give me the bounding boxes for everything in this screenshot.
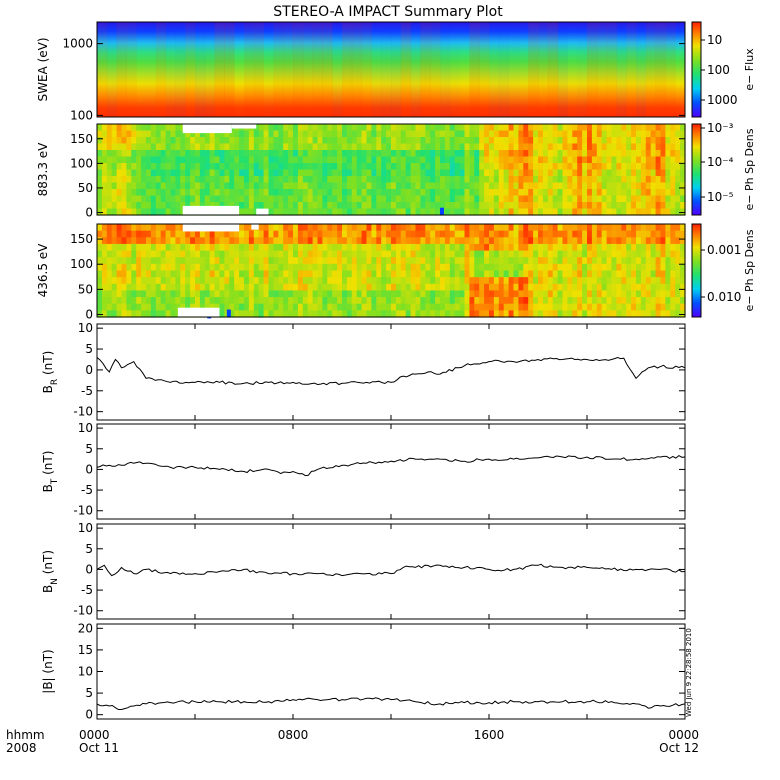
bt-panel: -10 -5 0 5 10 BT (nT) [41,421,686,520]
colorbar-tick-label: 0.010 [707,290,741,304]
y-tick-label: -5 [81,483,93,497]
colorbar-tick-label: 10 [707,33,722,47]
y-axis-label: BR (nT) [41,351,60,394]
colorbar-label: e− Ph Sp Dens [743,128,756,210]
y-tick-label: 0 [85,363,93,377]
y-tick-label: 150 [70,232,93,246]
x-tick-label: 0000 [79,728,110,742]
x-tick-label: 0000 [668,728,699,742]
colorbar-label: e− Flux [743,48,756,91]
y-tick-label: 10 [78,665,93,679]
colorbar-tick-label: 100 [707,63,730,77]
y-tick-label: 50 [78,181,93,195]
colorbar-tick-label: 0.001 [707,243,741,257]
y-tick-label: 15 [78,643,93,657]
x-tick-label: 1600 [474,728,505,742]
swea-spectrogram [97,22,685,117]
y-axis-label: BN (nT) [41,550,60,593]
colorbar-tick-label: 10⁻⁵ [707,190,734,204]
x-axis-year-label: 2008 [6,741,37,755]
x-tick-label: 0800 [278,728,309,742]
bn-series-line [96,563,686,577]
y-tick-label: 5 [85,442,93,456]
colorbar-tick-label: 10⁻⁴ [707,155,734,169]
colorbar-tick-label: 1000 [707,93,738,107]
bmag-panel: 0 5 10 15 20 |B| (nT) [41,621,686,722]
y-tick-label: 50 [78,282,93,296]
br-panel: -10 -5 0 5 10 BR (nT) [41,321,686,421]
y-tick-label: 150 [70,132,93,146]
y-axis-label: 436.5 eV [36,243,50,298]
colorbar [691,21,702,118]
y-tick-label: 100 [70,257,93,271]
pad-436-eV-panel: 0 50 100 150 436.5 eV 0.001 0.010 e− Ph Sp Dens [36,223,756,321]
y-tick-label: 100 [70,108,93,122]
y-tick-label: 0 [85,708,93,722]
y-tick-label: -10 [73,504,93,518]
swea-spectrogram-panel: 100 1000 SWEA (eV) 10 100 1000 e− Flux [36,21,756,122]
y-tick-label: 0 [85,206,93,220]
y-tick-label: 1000 [62,37,93,51]
x-tick-date-label: Oct 12 [659,741,699,755]
y-tick-label: 0 [85,562,93,576]
pad-883-eV-panel: 0 50 100 150 883.3 eV 10⁻⁵ 10⁻⁴ 10⁻³ e− Ph Sp De… [36,121,756,220]
colorbar [691,123,702,216]
plot-title: STEREO-A IMPACT Summary Plot [273,4,503,20]
colorbar-tick-label: 10⁻³ [707,121,734,135]
timestamp: Wed Jun 9 22:28:58 2010 [685,628,693,717]
br-series-line [96,356,686,386]
y-tick-label: 20 [78,621,93,635]
y-tick-label: -10 [73,405,93,419]
y-tick-label: -5 [81,583,93,597]
bt-series-line [96,454,686,477]
y-tick-label: 10 [78,321,93,335]
y-tick-label: 5 [85,686,93,700]
y-tick-label: -5 [81,384,93,398]
colorbar-label: e− Ph Sp Dens [743,229,756,311]
bn-panel: -10 -5 0 5 10 BN (nT) [41,521,686,620]
y-tick-label: 5 [85,342,93,356]
colorbar [691,223,702,318]
bmag-series-line [96,697,686,710]
y-tick-label: 10 [78,421,93,435]
y-tick-label: 0 [85,462,93,476]
y-axis-label: 883.3 eV [36,142,50,197]
x-tick-date-label: Oct 11 [79,741,119,755]
y-tick-label: 5 [85,542,93,556]
y-axis-label: BT (nT) [41,451,60,493]
y-tick-label: 10 [78,521,93,535]
y-axis-label: |B| (nT) [41,649,55,693]
y-axis-label: SWEA (eV) [36,37,50,101]
y-tick-label: 100 [70,156,93,170]
x-axis-unit-label: hhmm [6,728,45,742]
y-tick-label: -10 [73,604,93,618]
y-tick-label: 0 [85,307,93,321]
